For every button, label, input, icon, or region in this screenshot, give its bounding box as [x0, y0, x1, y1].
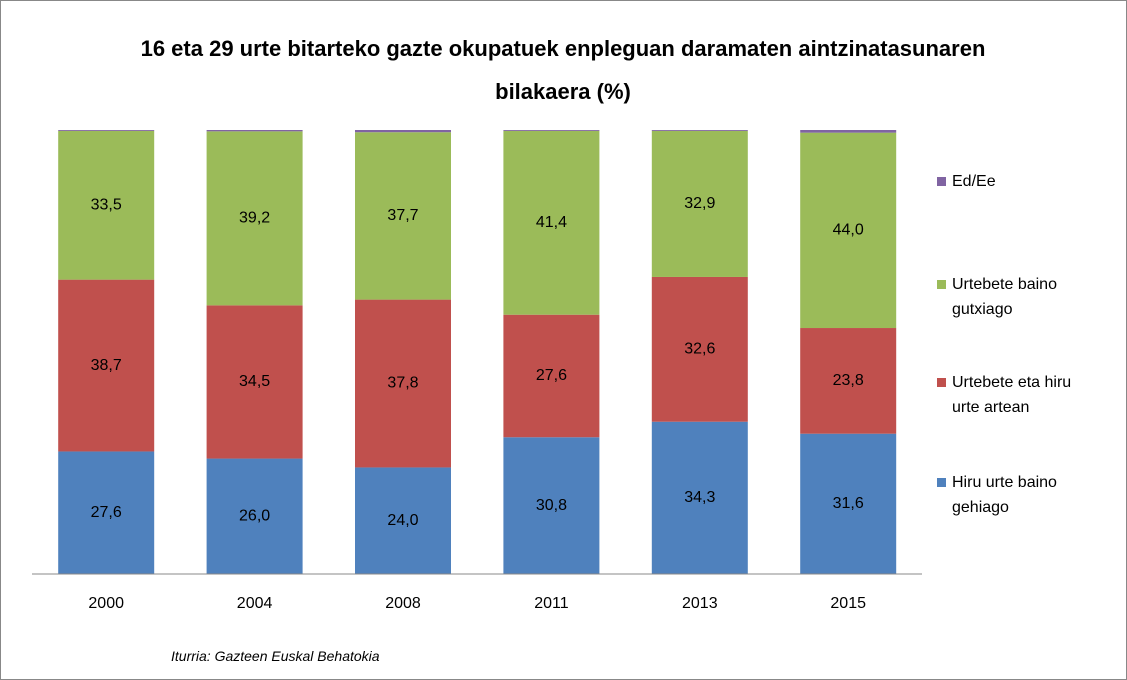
x-tick-label: 2011: [534, 595, 569, 612]
data-label: 39,2: [239, 210, 270, 227]
data-label: 37,8: [387, 375, 418, 392]
data-label: 26,0: [239, 507, 270, 524]
legend-swatch: [937, 378, 946, 387]
bar-segment: [206, 130, 303, 132]
bar-segment: [355, 299, 451, 468]
data-label: 41,4: [536, 214, 567, 231]
legend-item: Urtebete eta hiru urte artean: [937, 370, 1097, 420]
data-label: 34,3: [684, 489, 715, 506]
data-label: 31,6: [833, 495, 864, 512]
bar-segment: [206, 458, 303, 574]
bar-segment: [206, 131, 303, 306]
x-tick-label: 2004: [237, 595, 273, 612]
data-label: 32,6: [684, 341, 715, 358]
bar-segment: [58, 451, 155, 574]
bar-segment: [503, 314, 600, 438]
x-tick-label: 2000: [88, 595, 124, 612]
bar-segment: [355, 132, 451, 300]
bar-segment: [800, 433, 897, 574]
bar-segment: [355, 130, 451, 133]
legend-label: Ed/Ee: [952, 173, 996, 190]
data-label: 30,8: [536, 497, 567, 514]
bar-segment: [651, 276, 748, 422]
legend-label: Urtebete eta hiru urte artean: [952, 374, 1072, 416]
legend-item: Ed/Ee: [937, 169, 1097, 194]
legend-item: Urtebete baino gutxiago: [937, 272, 1097, 322]
data-label: 27,6: [91, 504, 122, 521]
data-label: 27,6: [536, 367, 567, 384]
bar-segment: [800, 328, 897, 434]
data-label: 44,0: [833, 222, 864, 239]
source: Iturria: Gazteen Euskal Behatokia: [171, 648, 380, 664]
data-label: 24,0: [387, 512, 418, 529]
bar-segment: [503, 437, 600, 574]
legend-item: Hiru urte baino gehiago: [937, 470, 1097, 520]
legend-swatch: [937, 177, 946, 186]
bar-segment: [206, 305, 303, 459]
data-label: 23,8: [833, 372, 864, 389]
data-label: 38,7: [91, 357, 122, 374]
data-label: 34,5: [239, 373, 270, 390]
bar-segment: [355, 467, 451, 574]
bar-segment: [58, 130, 155, 280]
legend-swatch: [937, 280, 946, 289]
bar-segment: [651, 130, 748, 131]
bar-segment: [58, 279, 155, 452]
bar-segment: [58, 130, 155, 131]
legend-label: Hiru urte baino gehiago: [952, 474, 1057, 516]
data-label: 33,5: [91, 196, 122, 213]
data-label: 37,7: [387, 207, 418, 224]
legend-swatch: [937, 478, 946, 487]
bar-segment: [800, 132, 897, 329]
bar-segment: [800, 130, 897, 133]
legend-label: Urtebete baino gutxiago: [952, 276, 1057, 318]
x-tick-label: 2013: [682, 595, 718, 612]
chart-title: 16 eta 29 urte bitarteko gazte okupatuek…: [140, 36, 986, 104]
bar-segment: [651, 130, 748, 277]
bar-segment: [503, 130, 600, 131]
bar-segment: [651, 421, 748, 574]
bar-segment: [503, 130, 600, 315]
x-tick-label: 2015: [830, 595, 866, 612]
data-label: 32,9: [684, 195, 715, 212]
x-tick-label: 2008: [385, 595, 421, 612]
